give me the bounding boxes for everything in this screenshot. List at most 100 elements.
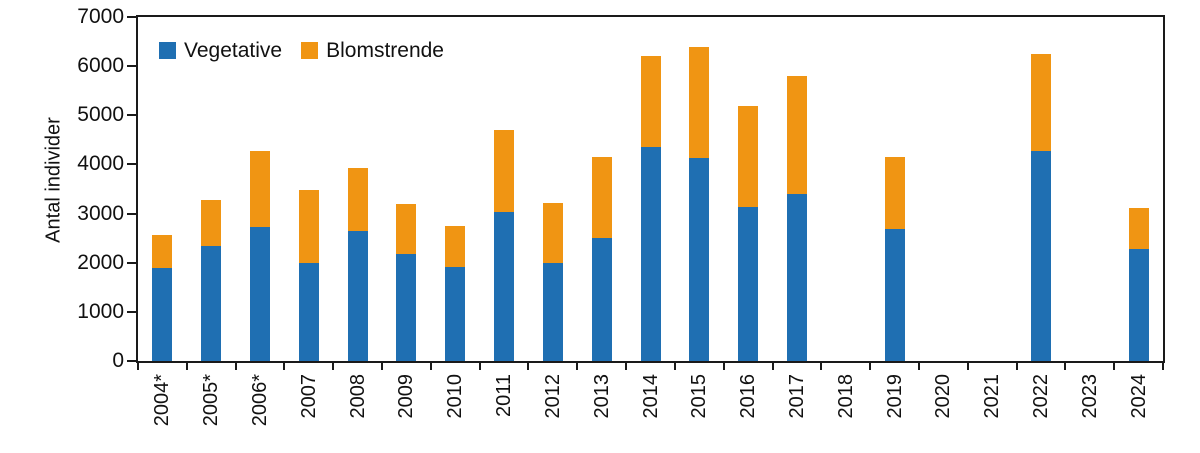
y-axis-tick xyxy=(127,360,136,362)
x-axis-tick xyxy=(283,361,286,370)
x-axis-tick xyxy=(917,361,920,370)
legend: Vegetative Blomstrende xyxy=(159,40,444,61)
y-axis-tick xyxy=(127,16,136,18)
y-axis-tick-label: 2000 xyxy=(77,250,124,274)
x-axis-tick xyxy=(478,361,481,370)
y-axis-title: Antal individer xyxy=(42,117,65,243)
x-axis-tick-label: 2022 xyxy=(1029,374,1052,419)
bar-segment-vegetative-2007 xyxy=(298,262,319,361)
bar-segment-vegetative-2010 xyxy=(445,266,466,361)
x-axis-tick-label: 2008 xyxy=(346,374,369,419)
bar-segment-blomstrende-2006 xyxy=(250,151,271,228)
bar-segment-blomstrende-2014 xyxy=(640,56,661,147)
bar-segment-vegetative-2009 xyxy=(396,254,417,361)
x-axis-tick xyxy=(673,361,676,370)
bar-segment-vegetative-2011 xyxy=(494,211,515,361)
x-axis-tick xyxy=(625,361,628,370)
x-axis-tick xyxy=(1113,361,1116,370)
plot-area: 0 1000 2000 3000 4000 5000 6000 7000 2004* 2005* 2… xyxy=(77,5,1164,426)
bar-segment-blomstrende-2017 xyxy=(786,75,807,195)
x-axis-tick xyxy=(1015,361,1018,370)
bar-segment-blomstrende-2012 xyxy=(542,203,563,263)
x-axis-tick-label: 2012 xyxy=(541,374,564,419)
bar-segment-blomstrende-2016 xyxy=(738,106,759,207)
bar-segment-blomstrende-2022 xyxy=(1030,53,1051,151)
x-axis-tick-label: 2005* xyxy=(200,374,223,427)
y-axis-tick xyxy=(127,261,136,264)
x-axis-tick-label: 2019 xyxy=(883,374,906,419)
legend-swatch-blomstrende xyxy=(301,42,319,59)
y-axis-tick xyxy=(127,310,136,313)
bar-segment-vegetative-2017 xyxy=(786,194,807,361)
bar-segment-vegetative-2013 xyxy=(591,238,612,361)
y-axis-tick-label: 4000 xyxy=(77,152,124,176)
y-axis-tick-label: 6000 xyxy=(77,54,124,78)
x-axis-tick xyxy=(722,361,725,370)
x-axis-tick-label: 2004* xyxy=(151,374,174,427)
x-axis-tick-label: 2024 xyxy=(1127,374,1150,419)
x-axis-tick-label: 2014 xyxy=(639,374,662,419)
bar-segment-vegetative-2014 xyxy=(640,146,661,361)
x-axis-tick-label: 2007 xyxy=(297,374,320,419)
bar-segment-vegetative-2008 xyxy=(347,230,368,361)
y-axis-tick xyxy=(127,65,136,68)
bar-segment-blomstrende-2009 xyxy=(396,203,417,255)
bar-segment-vegetative-2015 xyxy=(689,158,710,361)
bar-segment-blomstrende-2019 xyxy=(884,157,905,230)
x-axis-tick xyxy=(234,361,237,370)
bar-segment-vegetative-2004 xyxy=(152,268,173,361)
x-axis-tick xyxy=(1162,361,1164,370)
bar-segment-blomstrende-2010 xyxy=(445,225,466,267)
bar-segment-vegetative-2012 xyxy=(542,262,563,361)
bar-segment-vegetative-2022 xyxy=(1030,150,1051,361)
x-axis-tick-label: 2011 xyxy=(493,374,516,418)
x-axis-tick-label: 2017 xyxy=(785,374,808,419)
x-axis-tick xyxy=(185,361,188,370)
x-axis-tick-label: 2018 xyxy=(834,374,857,419)
x-axis-tick-label: 2020 xyxy=(932,374,955,419)
x-axis-tick xyxy=(771,361,774,370)
x-axis-tick xyxy=(1064,361,1067,370)
bar-segment-blomstrende-2007 xyxy=(298,190,319,263)
x-axis-tick-label: 2016 xyxy=(737,374,760,419)
y-axis-tick-label: 0 xyxy=(112,349,124,372)
bar-segment-blomstrende-2004 xyxy=(152,234,173,269)
x-axis-tick-label: 2021 xyxy=(981,374,1004,419)
bar-segment-blomstrende-2008 xyxy=(347,167,368,231)
y-axis-tick xyxy=(127,114,136,117)
y-axis-tick xyxy=(127,163,136,166)
y-axis-tick-label: 1000 xyxy=(77,299,124,323)
bar-segment-blomstrende-2005 xyxy=(201,200,222,246)
bar-segment-blomstrende-2011 xyxy=(494,130,515,212)
x-axis-tick-label: 2010 xyxy=(444,374,467,419)
x-axis-tick-label: 2013 xyxy=(590,374,613,419)
legend-item-blomstrende: Blomstrende xyxy=(301,40,444,61)
plot-border xyxy=(136,15,1165,363)
x-axis-tick xyxy=(137,361,139,370)
x-axis-tick xyxy=(869,361,872,370)
bar-segment-blomstrende-2015 xyxy=(689,47,710,158)
y-axis-tick-label: 3000 xyxy=(77,201,124,225)
bar-segment-vegetative-2005 xyxy=(201,246,222,361)
legend-label-vegetative: Vegetative xyxy=(184,39,283,62)
x-axis-tick-label: 2009 xyxy=(395,374,418,419)
x-axis-tick xyxy=(966,361,969,370)
legend-item-vegetative: Vegetative xyxy=(159,40,282,61)
x-axis-tick xyxy=(820,361,823,370)
x-axis-tick xyxy=(332,361,335,370)
y-axis-tick-label: 5000 xyxy=(77,103,124,127)
bar-segment-vegetative-2016 xyxy=(738,206,759,361)
x-axis-tick xyxy=(381,361,384,370)
bar-segment-vegetative-2006 xyxy=(250,227,271,361)
legend-label-blomstrende: Blomstrende xyxy=(326,39,444,62)
x-axis-tick xyxy=(429,361,432,370)
x-axis-tick-label: 2015 xyxy=(688,374,711,419)
bar-segment-blomstrende-2013 xyxy=(591,156,612,239)
bar-segment-blomstrende-2024 xyxy=(1128,207,1149,249)
bar-segment-vegetative-2019 xyxy=(884,229,905,361)
bar-segment-vegetative-2024 xyxy=(1128,248,1149,361)
y-axis-tick xyxy=(127,212,136,215)
x-axis-tick-label: 2006* xyxy=(249,374,272,427)
x-axis-tick xyxy=(576,361,579,370)
